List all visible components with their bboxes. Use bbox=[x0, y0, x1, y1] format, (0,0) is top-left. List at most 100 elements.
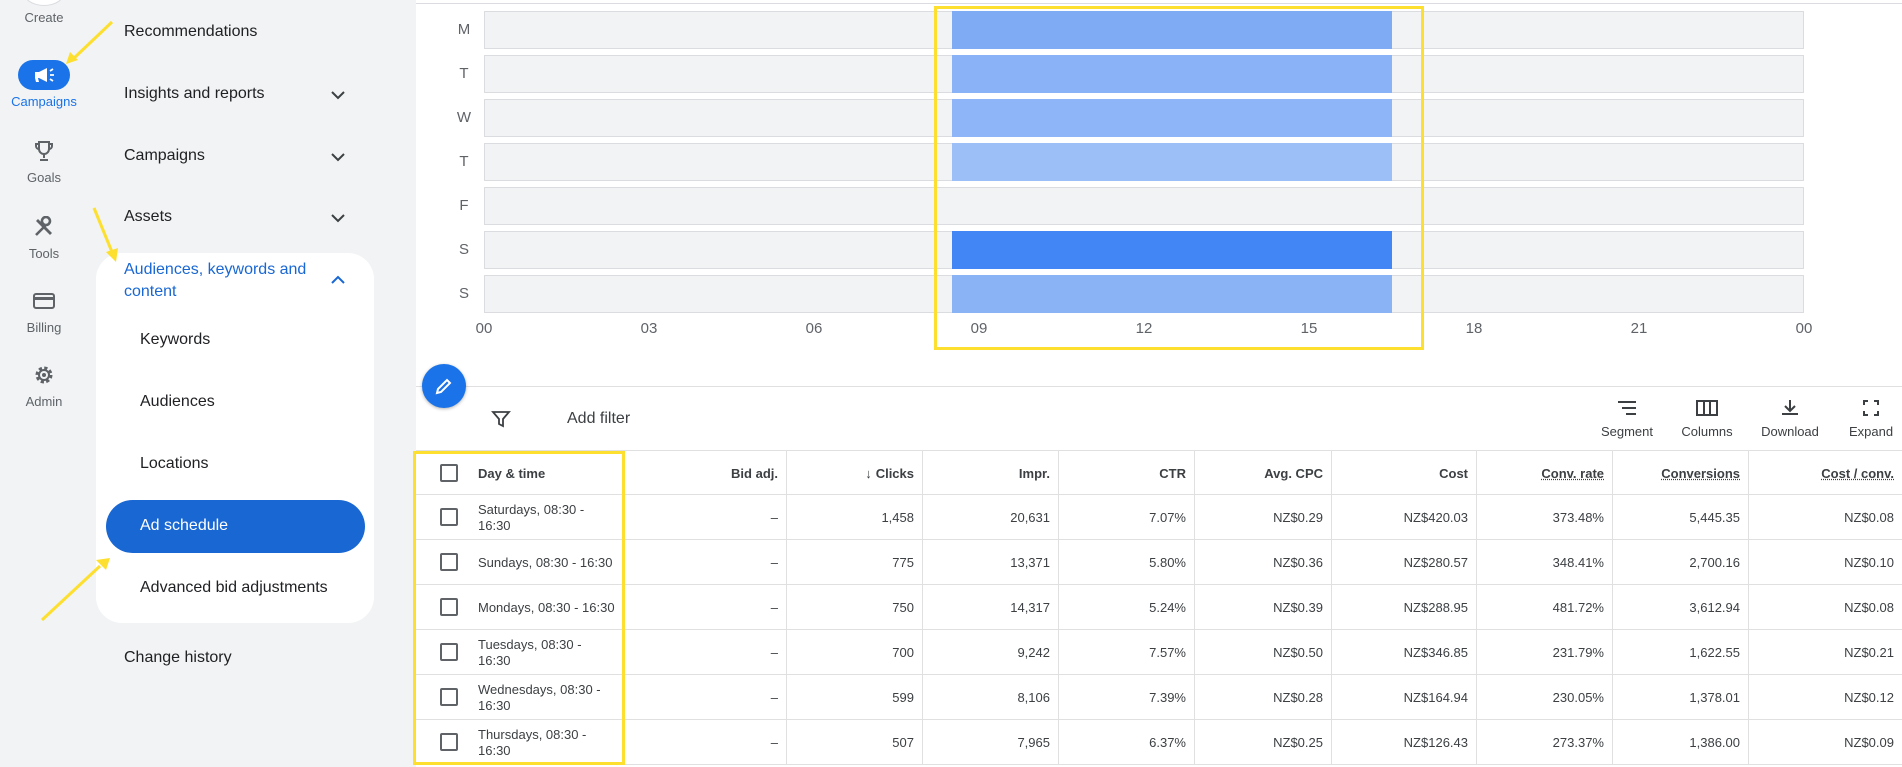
rail-item-admin[interactable]: Admin bbox=[0, 360, 88, 409]
nav-sub-ad-schedule-active[interactable] bbox=[106, 500, 365, 553]
header-label: Conv. rate bbox=[1541, 466, 1604, 481]
header-label: CTR bbox=[1159, 466, 1186, 481]
header-label: Cost bbox=[1439, 466, 1468, 481]
table-row[interactable]: Wednesdays, 08:30 - 16:30–599 8,106 7.39% N… bbox=[416, 675, 1902, 720]
rail-item-goals[interactable]: Goals bbox=[0, 136, 88, 185]
schedule-bar[interactable] bbox=[951, 55, 1392, 93]
rail-label: Tools bbox=[28, 246, 60, 261]
download-label: Download bbox=[1761, 424, 1819, 439]
cell-bid-adj: – bbox=[770, 735, 778, 750]
rail-item-billing[interactable]: Billing bbox=[0, 286, 88, 335]
create-button[interactable] bbox=[22, 0, 66, 6]
day-row-label: W bbox=[456, 109, 472, 126]
header-clicks[interactable]: ↓ Clicks bbox=[786, 451, 922, 496]
cell-cost: NZ$164.94 bbox=[1331, 675, 1476, 720]
header-bid-adj[interactable]: Bid adj. bbox=[624, 451, 786, 496]
chevron-up-icon[interactable] bbox=[328, 270, 348, 290]
columns-button[interactable]: Columns bbox=[1672, 398, 1742, 439]
cell-conv-rate: 373.48% bbox=[1476, 495, 1612, 540]
hour-tick-label: 03 bbox=[640, 320, 658, 337]
hour-tick-label: 12 bbox=[1135, 320, 1153, 337]
hour-tick-label: 09 bbox=[970, 320, 988, 337]
cell-ctr: 7.07% bbox=[1058, 495, 1194, 540]
header-impr[interactable]: Impr. bbox=[922, 451, 1058, 496]
add-filter-button[interactable]: Add filter bbox=[567, 410, 631, 427]
table-row[interactable]: Mondays, 08:30 - 16:30–750 14,317 5.24% NZ$… bbox=[416, 585, 1902, 630]
header-conversions[interactable]: Conversions bbox=[1612, 451, 1748, 496]
header-avg-cpc[interactable]: Avg. CPC bbox=[1194, 451, 1331, 496]
columns-label: Columns bbox=[1681, 424, 1733, 439]
header-label: Bid adj. bbox=[731, 466, 778, 481]
edit-fab-button[interactable] bbox=[422, 364, 466, 408]
cell-conv-rate: 230.05% bbox=[1476, 675, 1612, 720]
nav-recommendations[interactable]: Recommendations bbox=[124, 23, 258, 40]
cell-bid-adj: – bbox=[770, 555, 778, 570]
nav-change-history[interactable]: Change history bbox=[124, 649, 232, 666]
schedule-bar[interactable] bbox=[951, 99, 1392, 137]
tools-icon bbox=[18, 212, 70, 242]
header-label: Cost / conv. bbox=[1821, 466, 1894, 481]
row-checkbox[interactable] bbox=[440, 688, 458, 706]
cell-cost-conv: NZ$0.12 bbox=[1748, 675, 1902, 720]
table-row[interactable]: Sundays, 08:30 - 16:30–775 13,371 5.80% NZ$… bbox=[416, 540, 1902, 585]
header-cost-conv[interactable]: Cost / conv. bbox=[1748, 451, 1902, 496]
table-row[interactable]: Tuesdays, 08:30 - 16:30–700 9,242 7.57% NZ$… bbox=[416, 630, 1902, 675]
download-button[interactable]: Download bbox=[1752, 398, 1828, 439]
cell-ctr: 5.24% bbox=[1058, 585, 1194, 630]
cell-clicks: 750 bbox=[786, 585, 922, 630]
chevron-down-icon[interactable] bbox=[328, 147, 348, 167]
filter-icon[interactable] bbox=[490, 408, 512, 430]
row-checkbox[interactable] bbox=[440, 508, 458, 526]
nav-sub-keywords[interactable]: Keywords bbox=[140, 331, 211, 348]
nav-sub-audiences[interactable]: Audiences bbox=[140, 393, 215, 410]
schedule-bar[interactable] bbox=[951, 11, 1392, 49]
schedule-bar[interactable] bbox=[951, 231, 1392, 269]
cell-day-time: Mondays, 08:30 - 16:30 bbox=[478, 599, 615, 615]
rail-item-campaigns[interactable]: Campaigns bbox=[0, 60, 88, 109]
row-checkbox[interactable] bbox=[440, 733, 458, 751]
cell-avg-cpc: NZ$0.39 bbox=[1194, 585, 1331, 630]
segment-button[interactable]: Segment bbox=[1592, 398, 1662, 439]
cell-avg-cpc: NZ$0.36 bbox=[1194, 540, 1331, 585]
gear-icon bbox=[18, 360, 70, 390]
table-row[interactable]: Saturdays, 08:30 - 16:30 –1,458 20,631 7.07… bbox=[416, 495, 1902, 540]
header-cost[interactable]: Cost bbox=[1331, 451, 1476, 496]
expand-icon bbox=[1863, 400, 1879, 416]
select-all-checkbox[interactable] bbox=[440, 464, 458, 482]
schedule-bar[interactable] bbox=[951, 275, 1392, 313]
cell-cost: NZ$288.95 bbox=[1331, 585, 1476, 630]
header-ctr[interactable]: CTR bbox=[1058, 451, 1194, 496]
nav-campaigns[interactable]: Campaigns bbox=[124, 147, 205, 164]
main-content: M T W T F S S 00 03 06 09 12 15 18 21 00 Add filter Se… bbox=[413, 0, 1902, 767]
nav-sub-locations[interactable]: Locations bbox=[140, 455, 209, 472]
header-day-time[interactable]: Day & time bbox=[470, 451, 624, 496]
rail-item-tools[interactable]: Tools bbox=[0, 212, 88, 261]
expand-button[interactable]: Expand bbox=[1840, 398, 1902, 439]
cell-conversions: 1,622.55 bbox=[1612, 630, 1748, 675]
cell-conv-rate: 348.41% bbox=[1476, 540, 1612, 585]
credit-card-icon bbox=[18, 286, 70, 316]
table-row[interactable]: Thursdays, 08:30 - 16:30–507 7,965 6.37% NZ… bbox=[416, 720, 1902, 765]
nav-assets[interactable]: Assets bbox=[124, 208, 173, 225]
chevron-down-icon[interactable] bbox=[328, 208, 348, 228]
cell-conv-rate: 273.37% bbox=[1476, 720, 1612, 765]
header-label: Clicks bbox=[875, 466, 914, 481]
header-conv-rate[interactable]: Conv. rate bbox=[1476, 451, 1612, 496]
row-checkbox[interactable] bbox=[440, 643, 458, 661]
nav-sub-advanced-bid[interactable]: Advanced bid adjustments bbox=[140, 579, 328, 596]
cell-day-time: Tuesdays, 08:30 - 16:30 bbox=[478, 636, 582, 668]
nav-audiences-line1: Audiences, keywords and bbox=[124, 261, 307, 278]
cell-day-time: Wednesdays, 08:30 - 16:30 bbox=[478, 681, 601, 713]
nav-sub-ad-schedule[interactable]: Ad schedule bbox=[140, 517, 229, 534]
row-checkbox[interactable] bbox=[440, 598, 458, 616]
schedule-bar[interactable] bbox=[951, 143, 1392, 181]
nav-audiences-keywords-content[interactable]: Audiences, keywords and content bbox=[124, 259, 306, 303]
header-label: Impr. bbox=[1018, 466, 1050, 481]
chevron-down-icon[interactable] bbox=[328, 85, 348, 105]
nav-insights[interactable]: Insights and reports bbox=[124, 85, 265, 102]
cell-avg-cpc: NZ$0.29 bbox=[1194, 495, 1331, 540]
cell-impr: 20,631 bbox=[922, 495, 1058, 540]
row-checkbox[interactable] bbox=[440, 553, 458, 571]
create-label-item[interactable]: Create bbox=[0, 10, 88, 25]
